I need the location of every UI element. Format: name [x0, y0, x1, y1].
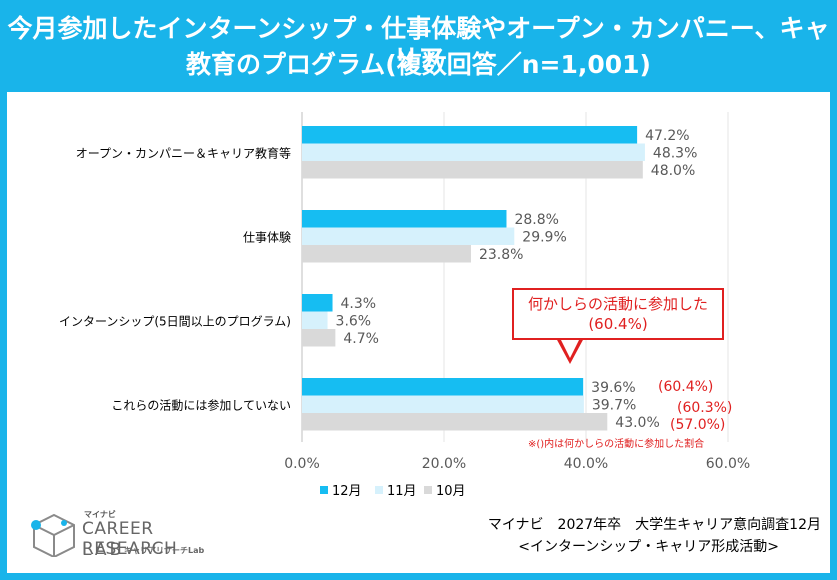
logo: マイナビ CAREER RESEARCH LAB キャリアリサーチLab [28, 509, 238, 560]
value-label-0-0: 47.2% [645, 128, 689, 144]
callout-line2: (60.4%) [588, 315, 648, 333]
legend-swatch-2 [424, 486, 432, 494]
value-label-1-2: 3.6% [336, 314, 372, 330]
bar-2-1 [302, 245, 471, 263]
x-tick-label-3: 60.0% [706, 456, 750, 472]
x-tick-label-2: 40.0% [564, 456, 608, 472]
value-label-1-1: 29.9% [522, 230, 566, 246]
value-label-1-3: 39.7% [592, 398, 636, 414]
callout-box: 何かしらの活動に参加した (60.4%) [512, 288, 724, 340]
callout-tail-inner [559, 336, 581, 358]
legend-label-2: 10月 [436, 484, 466, 499]
value-label-0-3: 39.6% [591, 380, 635, 396]
bar-2-2 [302, 329, 336, 347]
legend-swatch-0 [320, 486, 328, 494]
x-tick-label-0: 0.0% [284, 456, 320, 472]
legend-label-1: 11月 [387, 484, 417, 499]
chart-title-line2: 教育のプログラム(複数回答／n=1,001) [186, 50, 651, 79]
category-label-1: 仕事体験 [243, 229, 291, 244]
callout-line1: 何かしらの活動に参加した [527, 295, 708, 313]
legend-swatch-1 [375, 486, 383, 494]
logo-sub: キャリアリサーチLab [124, 546, 205, 555]
value-label-2-1: 23.8% [479, 247, 523, 263]
bar-1-0 [302, 143, 645, 161]
logo-cube-icon [31, 513, 75, 557]
category-label-2: インターンシップ(5日間以上のプログラム) [59, 314, 291, 328]
paren-value-1: (60.3%) [677, 400, 732, 416]
chart-header: 今月参加したインターンシップ・仕事体験やオープン・カンパニー、キャリア 教育のプ… [0, 0, 837, 92]
bar-1-3 [302, 395, 584, 413]
x-tick-label-1: 20.0% [422, 456, 466, 472]
logo-line1: CAREER RESEARCH [82, 519, 178, 559]
bar-2-3 [302, 413, 608, 431]
category-label-3: これらの活動には参加していない [111, 397, 291, 412]
value-label-2-0: 48.0% [651, 163, 695, 179]
source-line1: マイナビ 2027年卒 大学生キャリア意向調査12月 [487, 517, 821, 533]
category-label-0: オープン・カンパニー＆キャリア教育等 [76, 145, 291, 160]
bar-0-3 [302, 378, 584, 396]
logo-small-text: マイナビ [84, 510, 116, 519]
chart-title-line1: 今月参加したインターンシップ・仕事体験やオープン・カンパニー、キャリア [7, 14, 830, 73]
paren-note: ※()内は何かしらの活動に参加した割合 [528, 439, 705, 450]
source-line2: <インターンシップ・キャリア形成活動> [518, 539, 779, 555]
bar-1-1 [302, 227, 515, 245]
bar-1-2 [302, 311, 328, 329]
value-label-0-2: 4.3% [341, 296, 377, 312]
bar-0-2 [302, 294, 333, 312]
value-label-2-3: 43.0% [615, 415, 659, 431]
value-label-0-1: 28.8% [514, 212, 558, 228]
bar-2-0 [302, 161, 643, 179]
legend-label-0: 12月 [332, 484, 362, 499]
paren-value-2: (57.0%) [670, 417, 725, 433]
paren-value-0: (60.4%) [658, 379, 713, 395]
value-label-1-0: 48.3% [653, 146, 697, 162]
logo-line2: LAB [82, 540, 125, 560]
value-label-2-2: 4.7% [343, 331, 379, 347]
bar-0-1 [302, 210, 507, 228]
bar-0-0 [302, 126, 638, 144]
